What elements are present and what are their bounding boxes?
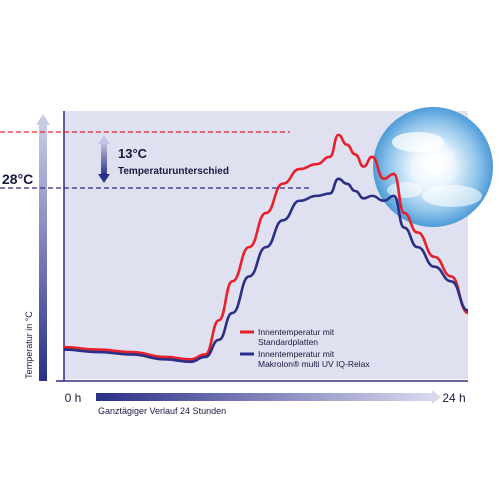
series-line-0 [63, 133, 469, 361]
legend-blue-label-1: Innentemperatur mit [258, 349, 335, 359]
y-axis-arrow-icon [36, 114, 50, 125]
legend-red-label-2: Standardplatten [258, 337, 318, 347]
series-layer [63, 133, 469, 364]
x-end-label: 24 h [442, 391, 465, 405]
x-axis-label: Ganztägiger Verlauf 24 Stunden [98, 406, 226, 416]
legend: Innentemperatur mit Standardplatten Inne… [240, 327, 370, 369]
difference-value: 13°C [118, 146, 148, 161]
double-arrow-icon [98, 135, 110, 183]
legend-blue-label-2: Makrolon® multi UV IQ-Relax [258, 359, 370, 369]
y-axis-bar [39, 125, 47, 381]
sky-sun-image [373, 107, 493, 227]
x-axis-bar [96, 393, 432, 401]
y-axis-label: Temperatur in °C [24, 311, 34, 379]
difference-label: Temperaturunterschied [118, 166, 229, 177]
x-start-label: 0 h [65, 391, 82, 405]
x-axis-arrow-icon [432, 390, 441, 404]
series-line-1 [63, 177, 469, 364]
legend-red-label-1: Innentemperatur mit [258, 327, 335, 337]
y-reference-label: 28°C [2, 171, 33, 187]
